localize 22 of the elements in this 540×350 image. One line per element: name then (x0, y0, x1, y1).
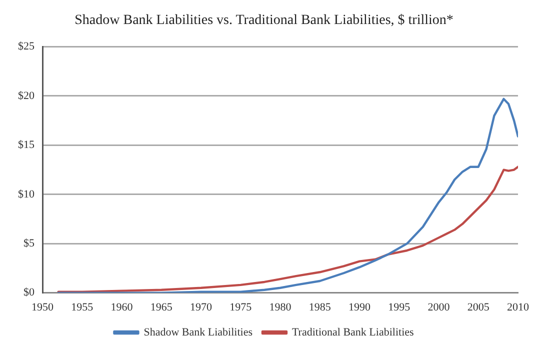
x-tick-label: 1960 (110, 301, 134, 314)
x-tick-label: 1970 (190, 301, 212, 314)
legend-label: Shadow Bank Liabilities (144, 326, 252, 338)
x-tick-label: 1990 (348, 301, 371, 314)
x-tick-label: 2000 (428, 301, 450, 314)
x-tick-label: 1965 (150, 301, 173, 314)
x-tick-label: 1975 (230, 301, 252, 314)
x-tick-label: 2005 (467, 301, 490, 314)
x-tick-label: 1985 (308, 301, 332, 314)
y-tick-label: $15 (18, 139, 35, 152)
y-tick-label: $5 (24, 237, 35, 250)
x-tick-label: 1980 (269, 301, 292, 314)
x-tick-label: 1950 (32, 301, 54, 314)
legend-label: Traditional Bank Liabilities (292, 326, 414, 338)
y-tick-label: $25 (18, 40, 35, 53)
x-tick-label: 1995 (388, 301, 411, 314)
y-tick-label: $10 (18, 188, 35, 200)
y-tick-label: $20 (18, 90, 35, 102)
y-tick-label: $0 (24, 286, 35, 299)
x-tick-label: 2010 (507, 301, 530, 314)
x-tick-label: 1955 (71, 301, 94, 314)
chart-title: Shadow Bank Liabilities vs. Traditional Bank Liabilities, $ trillion* (74, 13, 454, 28)
